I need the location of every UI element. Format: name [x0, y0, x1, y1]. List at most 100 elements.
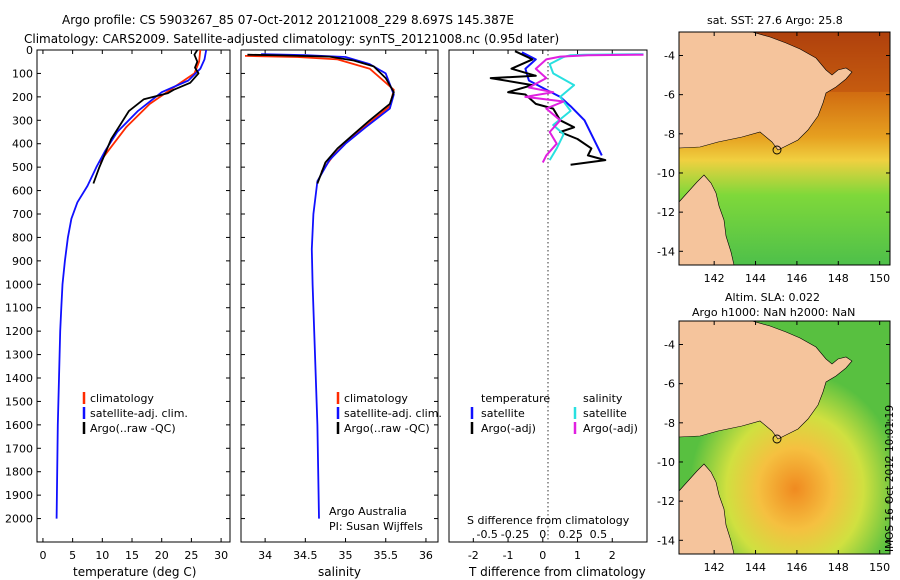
- depth-tick-label: 900: [12, 255, 33, 268]
- depth-tick-label: 2000: [5, 513, 33, 526]
- x-tick-label: 25: [184, 549, 198, 562]
- series-line-2: [55, 50, 208, 519]
- s-tick-label: 0: [539, 528, 546, 541]
- series-line-1: [98, 50, 202, 164]
- map-lon-label: 150: [869, 561, 890, 574]
- s-tick-label: 0.5: [590, 528, 608, 541]
- map-lon-label: 146: [786, 272, 807, 285]
- x-tick-label: 36: [419, 549, 433, 562]
- x-tick-label: 0: [539, 549, 546, 562]
- x-tick-label: 35: [339, 549, 353, 562]
- legend-label-climatology: climatology: [90, 392, 154, 405]
- depth-tick-label: 300: [12, 114, 33, 127]
- depth-axis-ticks: 0 100 200 300 400 500 600 700 800 900 1000 1100 1200…: [5, 44, 230, 526]
- map-lat-label: -8: [664, 417, 675, 430]
- map-lat-label: -12: [657, 206, 675, 219]
- map-lon-label: 148: [828, 272, 849, 285]
- map-lat-label: -12: [657, 495, 675, 508]
- sst-map-ticks: 142 144 146 148 150 -4 -6 -8 -10 -12 -14: [657, 32, 890, 285]
- s-difference-axis-label: S difference from climatology: [467, 514, 630, 527]
- legend-heading-salinity: salinity: [583, 392, 623, 405]
- x-tick-label: 20: [155, 549, 169, 562]
- s-tick-label: -0.25: [501, 528, 529, 541]
- temperature-axis-ticks: 0 5 10 15 20 25 30: [39, 50, 228, 562]
- legend-label-t-argo: Argo(-adj): [481, 422, 536, 435]
- map-lat-label: -14: [657, 534, 675, 547]
- argo-position-marker: [772, 145, 782, 155]
- salinity-profiles: [244, 53, 395, 519]
- legend-label-s-satellite: satellite: [583, 407, 627, 420]
- x-tick-label: 5: [69, 549, 76, 562]
- map-lon-label: 150: [869, 272, 890, 285]
- legend-label-satellite: satellite-adj. clim.: [90, 407, 188, 420]
- depth-tick-label: 1300: [5, 349, 33, 362]
- map-lat-label: -10: [657, 456, 675, 469]
- x-tick-label: 2: [609, 549, 616, 562]
- x-tick-label: 0: [39, 549, 46, 562]
- x-tick-label: 30: [214, 549, 228, 562]
- series-line-2: [261, 53, 395, 519]
- x-tick-label: 34.5: [293, 549, 318, 562]
- legend-label-s-argo: Argo(-adj): [583, 422, 638, 435]
- series-line-3: [247, 53, 395, 184]
- salinity-panel: 34 34.5 35 35.5 36 salinity climatology sate…: [240, 49, 442, 579]
- temperature-profiles: [55, 50, 208, 519]
- salinity-legend: climatology satellite-adj. clim. Argo(..…: [336, 392, 442, 435]
- legend-label-argo: Argo(..raw -QC): [344, 422, 430, 435]
- difference-axes-frame: [448, 49, 648, 543]
- map-lon-label: 146: [786, 561, 807, 574]
- sla-map: Altim. SLA: 0.022 Argo h1000: NaN h2000:…: [657, 291, 891, 574]
- difference-profiles: [489, 50, 644, 166]
- map-lat-label: -6: [664, 378, 675, 391]
- depth-tick-label: 1500: [5, 395, 33, 408]
- sla-map-frame: [678, 320, 891, 555]
- x-tick-label: 1: [574, 549, 581, 562]
- map-lon-label: 142: [704, 561, 725, 574]
- depth-tick-label: 800: [12, 231, 33, 244]
- figure-title-line2: Climatology: CARS2009. Satellite-adjuste…: [24, 32, 559, 46]
- depth-tick-label: 200: [12, 91, 33, 104]
- x-tick-label: 15: [125, 549, 139, 562]
- series-line-4: [524, 53, 644, 163]
- legend-label-climatology: climatology: [344, 392, 408, 405]
- depth-tick-label: 1100: [5, 302, 33, 315]
- figure-title-line1: Argo profile: CS 5903267_85 07-Oct-2012 …: [62, 13, 514, 27]
- depth-tick-label: 400: [12, 138, 33, 151]
- x-tick-label: -2: [468, 549, 479, 562]
- australia-land: [679, 463, 735, 554]
- legend-label-satellite: satellite-adj. clim.: [344, 407, 442, 420]
- map-lon-label: 144: [745, 272, 766, 285]
- sla-map-title-line1: Altim. SLA: 0.022: [725, 291, 820, 304]
- legend-heading-temperature: temperature: [481, 392, 550, 405]
- map-lat-label: -4: [664, 49, 675, 62]
- sla-map-title-line2: Argo h1000: NaN h2000: NaN: [692, 306, 855, 319]
- salinity-depth-ticks: [241, 49, 438, 520]
- s-tick-label: 0.25: [558, 528, 583, 541]
- temperature-panel: 0100200300400500600700800900100011001200…: [5, 44, 231, 579]
- x-tick-label: 35.5: [373, 549, 398, 562]
- map-lon-label: 148: [828, 561, 849, 574]
- map-lat-label: -8: [664, 128, 675, 141]
- x-tick-label: 34: [258, 549, 272, 562]
- temperature-legend: climatology satellite-adj. clim. Argo(..…: [82, 392, 188, 435]
- s-tick-label: -0.5: [476, 528, 497, 541]
- t-difference-axis-label: T difference from climatology: [468, 565, 646, 579]
- temperature-axis-label: temperature (deg C): [73, 565, 196, 579]
- x-tick-label: 10: [95, 549, 109, 562]
- map-lat-label: -10: [657, 167, 675, 180]
- annotation-argo-australia: Argo Australia: [329, 505, 407, 518]
- depth-tick-label: 1400: [5, 372, 33, 385]
- sst-map: sat. SST: 27.6 Argo: 25.8 142 144 146 148 15…: [657, 14, 891, 285]
- argo-position-marker: [772, 434, 782, 444]
- map-lat-label: -6: [664, 89, 675, 102]
- new-guinea-land: [679, 32, 853, 151]
- map-lon-label: 144: [745, 561, 766, 574]
- depth-tick-label: 0: [26, 44, 33, 57]
- series-line-2: [489, 50, 607, 166]
- depth-tick-label: 600: [12, 185, 33, 198]
- temperature-axes-frame: [36, 49, 231, 543]
- depth-tick-label: 1600: [5, 419, 33, 432]
- depth-tick-label: 1200: [5, 325, 33, 338]
- legend-label-t-satellite: satellite: [481, 407, 525, 420]
- series-line-1: [244, 55, 395, 173]
